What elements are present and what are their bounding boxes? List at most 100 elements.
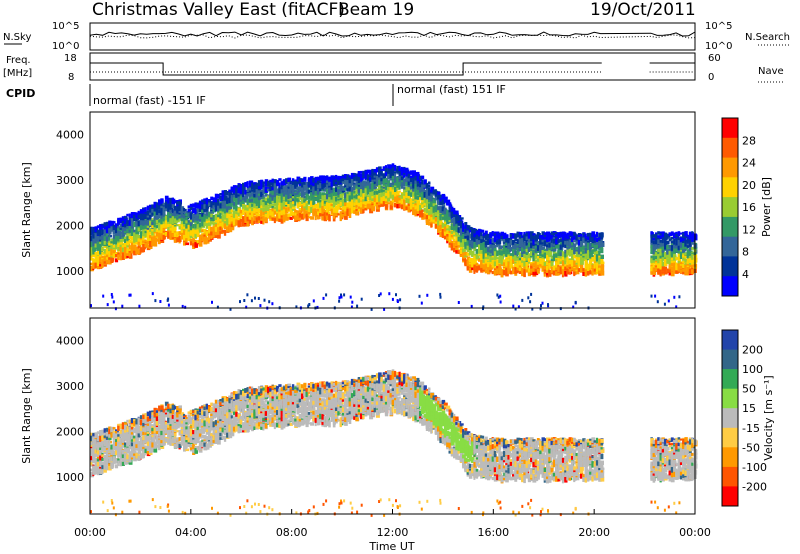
power-echo-cell [475, 244, 478, 247]
power-echo-cell [221, 217, 225, 222]
power-echo-cell [232, 210, 237, 215]
power-echo-cell [101, 236, 105, 242]
power-echo-cell [135, 220, 138, 225]
power-echo-cell [130, 212, 134, 217]
power-echo-cell [90, 250, 93, 255]
power-echo-cell [196, 219, 199, 224]
power-echo-cell [205, 222, 209, 227]
power-echo-cell [164, 232, 168, 236]
power-echo-cell [239, 198, 242, 202]
power-echo-cell [160, 215, 164, 222]
power-echo-cell [223, 229, 227, 236]
power-echo-cell [253, 203, 256, 209]
power-echo-cell [128, 236, 133, 240]
power-echo-cell [228, 216, 232, 219]
power-echo-cell [96, 248, 100, 251]
power-echo-cell [242, 216, 246, 221]
power-echo-cell [430, 199, 433, 202]
power-echo-cell [196, 202, 201, 205]
power-echo-cell [398, 165, 401, 171]
power-echo-cell [228, 189, 231, 193]
power-echo-cell [149, 229, 153, 232]
power-echo-cell [325, 175, 329, 179]
power-echo-cell [382, 168, 385, 171]
power-echo-cell [248, 199, 252, 202]
power-echo-cell [387, 164, 390, 169]
power-echo-cell [142, 243, 146, 250]
power-echo-cell [210, 231, 214, 235]
beam-label: Beam 19 [338, 0, 414, 20]
power-echo-cell [171, 222, 175, 228]
power-echo-cell [112, 250, 116, 254]
power-echo-cell [173, 220, 178, 224]
power-echo-cell [437, 194, 440, 199]
power-echo-cell [158, 199, 161, 206]
power-echo-cell [314, 211, 317, 217]
power-echo-cell [353, 174, 356, 177]
power-echo-cell [119, 253, 122, 257]
power-echo-cell [153, 217, 158, 221]
power-echo-cell [223, 223, 226, 230]
power-echo-cell [189, 203, 192, 207]
power-echo-cell [158, 219, 161, 223]
power-echo-cell [301, 199, 304, 204]
nsky-tick-high: 10^5 [52, 21, 79, 32]
power-echo-cell [164, 199, 168, 202]
power-echo-cell [360, 184, 363, 188]
power-echo-cell [139, 232, 143, 239]
power-echo-cell [484, 247, 488, 251]
power-echo-cell [210, 217, 213, 222]
power-echo-cell [164, 220, 169, 224]
power-echo-cell [173, 225, 177, 231]
power-echo-cell [194, 217, 198, 222]
power-echo-cell [194, 206, 198, 209]
power-echo-cell [205, 217, 210, 223]
power-echo-cell [146, 225, 150, 228]
power-echo-cell [219, 215, 222, 219]
power-echo-cell [158, 225, 161, 231]
power-echo-cell [223, 198, 228, 204]
nsky-tick-low: 10^0 [52, 41, 79, 52]
nsearch-tick-high: 10^5 [705, 21, 732, 32]
power-echo-cell [194, 220, 198, 223]
power-echo-cell [128, 249, 132, 252]
power-echo-cell [158, 230, 162, 233]
power-echo-cell [409, 178, 413, 182]
power-echo-cell [430, 223, 433, 228]
power-echo-cell [269, 215, 272, 219]
power-echo-cell [394, 179, 396, 183]
power-echo-cell [139, 213, 142, 220]
power-echo-cell [162, 218, 166, 221]
power-echo-cell [110, 220, 115, 227]
power-echo-cell [139, 225, 144, 229]
power-echo-cell [464, 260, 467, 266]
cpid-mode-2: normal (fast) 151 IF [397, 83, 506, 96]
power-echo-cell [146, 232, 151, 238]
power-echo-cell [155, 219, 160, 224]
power-echo-cell [155, 225, 160, 228]
power-echo-cell [232, 220, 236, 226]
power-echo-cell [108, 236, 111, 241]
power-echo-cell [164, 201, 168, 205]
power-echo-cell [110, 242, 113, 246]
power-echo-cell [244, 214, 247, 219]
power-echo-cell [142, 234, 145, 237]
power-echo-cell [319, 207, 322, 214]
power-echo-cell [135, 239, 139, 245]
power-echo-cell [162, 235, 165, 240]
power-echo-cell [169, 227, 173, 234]
power-echo-cell [226, 226, 229, 232]
power-echo-cell [217, 229, 221, 233]
power-echo-cell [126, 236, 130, 241]
power-echo-cell [230, 195, 234, 201]
power-echo-cell [183, 220, 185, 224]
power-echo-cell [208, 202, 212, 207]
power-echo-cell [232, 194, 236, 198]
power-echo-cell [194, 232, 198, 239]
power-echo-cell [183, 207, 185, 210]
power-echo-cell [149, 235, 153, 239]
power-echo-cell [214, 233, 219, 237]
power-echo-cell [187, 212, 191, 217]
power-echo-cell [462, 223, 465, 227]
power-echo-cell [221, 208, 226, 212]
